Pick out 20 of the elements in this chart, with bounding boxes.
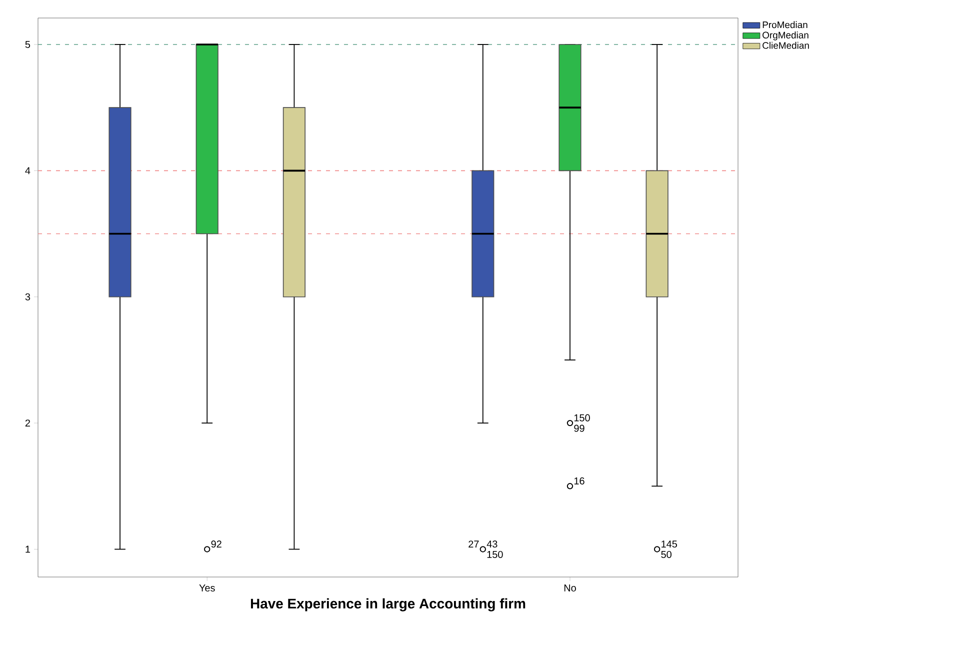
annotation: 92 xyxy=(211,540,222,548)
y-tick-label: 1 xyxy=(26,546,30,553)
x-tick-label: Yes xyxy=(199,584,215,592)
legend-label: ClieMedian xyxy=(762,42,809,49)
annotation: 99 xyxy=(574,424,584,432)
x-axis-title: Have Experience in large Accounting firm xyxy=(250,598,526,612)
annotation: 16 xyxy=(574,477,584,484)
annotation: 50 xyxy=(661,550,672,558)
y-tick-label: 2 xyxy=(25,420,30,427)
annotation: 145 xyxy=(662,540,677,548)
legend-label: OrgMedian xyxy=(762,32,808,40)
annotation: 150 xyxy=(574,414,590,422)
annotation: 27 xyxy=(468,540,479,548)
y-tick-label: 4 xyxy=(25,167,30,174)
y-tick-label: 3 xyxy=(25,293,30,300)
legend-label: ProMedian xyxy=(762,21,808,28)
x-tick-label: No xyxy=(564,584,576,592)
y-tick-label: 5 xyxy=(25,41,30,48)
annotation: 150 xyxy=(487,550,503,558)
annotation: 43 xyxy=(486,540,498,548)
